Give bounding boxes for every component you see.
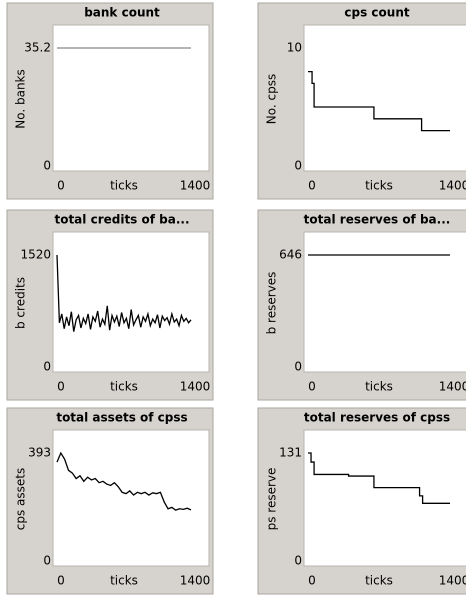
y-tick-label: 0 (294, 159, 302, 173)
plot-title: total credits of ba... (54, 213, 189, 227)
plot-line (56, 254, 192, 332)
y-tick-label: 0 (294, 554, 302, 568)
y-tick-label: 393 (28, 446, 51, 460)
y-axis-label: No. cpss (265, 74, 279, 124)
x-axis-label: ticks (110, 179, 138, 193)
x-axis-label: ticks (365, 179, 393, 193)
y-tick-label: 0 (294, 360, 302, 374)
plot-area (52, 24, 210, 172)
x-tick-label: 0 (308, 380, 316, 394)
plot-line (56, 451, 192, 511)
y-axis-label: b reserves (265, 272, 279, 335)
y-axis-label: b credits (14, 277, 28, 329)
y-tick-label: 10 (287, 41, 302, 55)
plot-line (308, 70, 450, 132)
x-tick-label: 0 (57, 574, 65, 588)
x-tick-label: 1400 (180, 574, 211, 588)
x-tick-label: 1400 (180, 380, 211, 394)
y-tick-label: 0 (43, 554, 51, 568)
x-tick-label: 1400 (439, 574, 466, 588)
y-axis-label: No. banks (14, 69, 28, 129)
x-tick-label: 1400 (180, 179, 211, 193)
plot-line (308, 452, 450, 504)
x-tick-label: 0 (57, 179, 65, 193)
plot-area (52, 429, 210, 567)
plot-area (303, 231, 466, 373)
y-tick-label: 1520 (20, 248, 51, 262)
y-tick-label: 0 (43, 159, 51, 173)
y-axis-label: cps assets (14, 468, 28, 530)
plot-title: cps count (344, 6, 409, 20)
y-tick-label: 35.2 (24, 41, 51, 55)
x-tick-label: 1400 (439, 380, 466, 394)
x-axis-label: ticks (365, 574, 393, 588)
y-tick-label: 646 (279, 248, 302, 262)
plot-area (52, 231, 210, 373)
x-axis-label: ticks (365, 380, 393, 394)
plot-title: total reserves of cpss (304, 411, 450, 425)
x-tick-label: 0 (308, 179, 316, 193)
x-tick-label: 0 (308, 574, 316, 588)
x-tick-label: 1400 (439, 179, 466, 193)
y-tick-label: 131 (279, 446, 302, 460)
plot-area (303, 24, 466, 172)
x-tick-label: 0 (57, 380, 65, 394)
y-tick-label: 0 (43, 360, 51, 374)
plot-title: bank count (84, 6, 160, 20)
y-axis-label: ps reserve (265, 468, 279, 531)
plot-title: total reserves of ba... (304, 213, 451, 227)
x-axis-label: ticks (110, 574, 138, 588)
x-axis-label: ticks (110, 380, 138, 394)
plot-area (303, 429, 466, 567)
plot-title: total assets of cpss (56, 411, 187, 425)
